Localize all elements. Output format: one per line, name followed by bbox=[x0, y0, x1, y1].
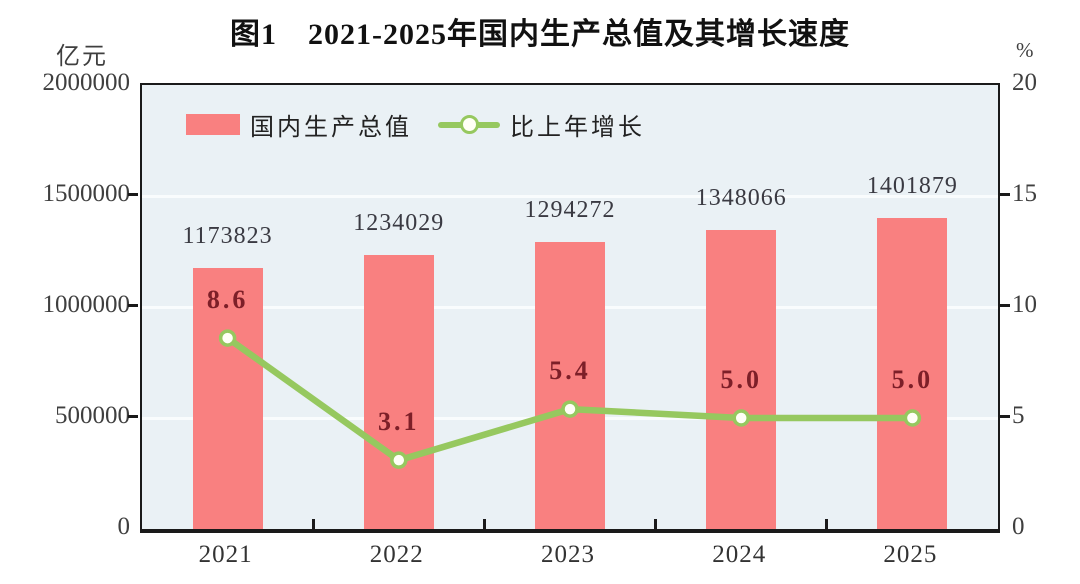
x-axis-year-label: 2025 bbox=[883, 541, 938, 568]
y-axis-left-tick-label: 1000000 bbox=[42, 291, 131, 318]
y-axis-tickmark bbox=[128, 303, 138, 307]
x-axis-tickmark bbox=[654, 519, 658, 529]
right-axis-unit-label: % bbox=[1016, 38, 1034, 62]
y-axis-right-tick-label: 10 bbox=[1012, 291, 1037, 318]
x-axis-year-label: 2023 bbox=[541, 541, 595, 568]
growth-value-label: 5.4 bbox=[549, 356, 591, 386]
x-axis-tickmark bbox=[311, 519, 315, 529]
y-axis-tickmark bbox=[1000, 414, 1010, 418]
y-axis-right-tick-label: 15 bbox=[1012, 180, 1037, 207]
gdp-value-label: 1294272 bbox=[524, 196, 616, 223]
gdp-bar bbox=[877, 217, 948, 529]
growth-value-label: 3.1 bbox=[378, 407, 420, 437]
left-axis-unit-label: 亿元 bbox=[56, 44, 108, 70]
growth-point-marker-icon bbox=[732, 409, 750, 427]
legend-growth-line-swatch bbox=[438, 115, 500, 134]
y-axis-tickmark bbox=[128, 414, 138, 418]
gdp-value-label: 1234029 bbox=[353, 210, 445, 237]
gdp-value-label: 1173823 bbox=[182, 223, 273, 250]
growth-line-layer bbox=[218, 329, 922, 469]
growth-value-label: 5.0 bbox=[720, 365, 762, 394]
y-axis-right-tickmarks bbox=[1000, 83, 1012, 531]
growth-point-marker-icon bbox=[903, 409, 922, 427]
x-axis-tickmark bbox=[482, 519, 486, 529]
x-axis-tickmark bbox=[825, 519, 829, 529]
growth-point-marker-icon bbox=[561, 400, 579, 418]
legend: 国内生产总值 比上年增长 bbox=[186, 107, 645, 142]
plot-area: 1173823 1234029 1294272 1348066 1401879 8.6 3.… bbox=[140, 83, 1000, 533]
y-axis-left-tick-label: 0 bbox=[117, 513, 131, 540]
x-axis-tick-labels: 2021 2022 2023 2024 2025 bbox=[140, 541, 1000, 575]
y-axis-tickmark bbox=[1000, 303, 1010, 307]
growth-point-marker-icon bbox=[390, 451, 408, 469]
y-axis-right-tick-labels: 0 5 10 15 20 bbox=[1012, 69, 1072, 540]
legend-gdp-swatch bbox=[186, 114, 240, 135]
growth-point-marker-icon bbox=[218, 329, 237, 347]
gdp-value-label: 1401879 bbox=[866, 172, 958, 199]
growth-value-label: 5.0 bbox=[891, 365, 934, 394]
legend-growth-marker-icon bbox=[459, 115, 479, 134]
gdp-bar bbox=[706, 229, 777, 529]
y-axis-left-tick-label: 1500000 bbox=[42, 180, 131, 207]
x-axis-year-label: 2024 bbox=[712, 541, 767, 568]
gdp-bar bbox=[192, 268, 263, 529]
legend-growth-label: 比上年增长 bbox=[510, 115, 645, 141]
growth-value-label: 8.6 bbox=[206, 285, 249, 315]
legend-gdp-label: 国内生产总值 bbox=[250, 115, 412, 141]
gridline bbox=[142, 194, 998, 198]
y-axis-right-tick-label: 5 bbox=[1012, 402, 1025, 429]
y-axis-left-tick-label: 500000 bbox=[55, 402, 130, 429]
y-axis-right-tick-label: 0 bbox=[1012, 513, 1025, 540]
y-axis-left-tick-label: 2000000 bbox=[42, 69, 131, 96]
x-axis-year-label: 2021 bbox=[198, 541, 253, 568]
gdp-value-label: 1348066 bbox=[695, 184, 787, 211]
chart-title: 图1 2021-2025年国内生产总值及其增长速度 bbox=[230, 18, 850, 51]
x-axis-year-label: 2022 bbox=[369, 541, 424, 568]
gdp-bar bbox=[535, 241, 605, 529]
y-axis-tickmark bbox=[128, 192, 138, 196]
y-axis-left-tickmarks bbox=[128, 83, 140, 531]
y-axis-tickmark bbox=[1000, 192, 1010, 196]
gdp-bar bbox=[363, 255, 434, 529]
y-axis-left-tick-labels: 0 500000 1000000 1500000 2000000 bbox=[0, 69, 131, 540]
y-axis-right-tick-label: 20 bbox=[1012, 69, 1037, 96]
